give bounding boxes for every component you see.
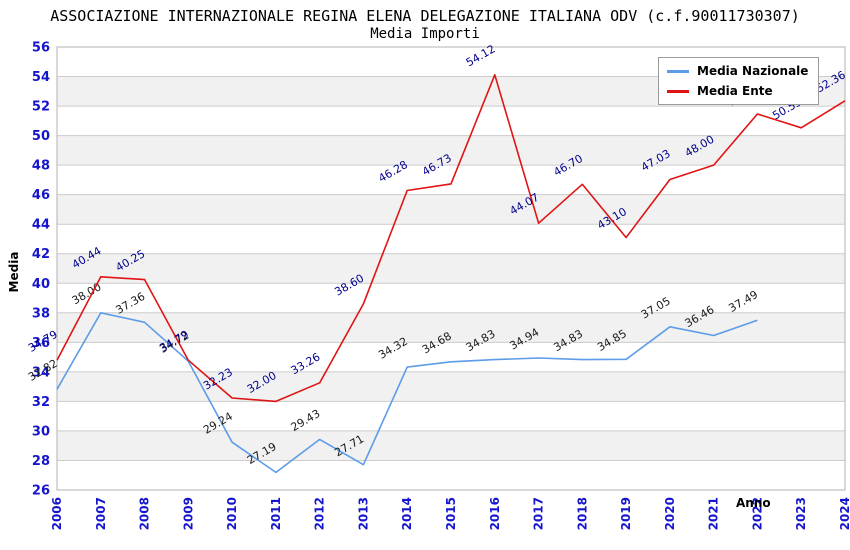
y-tick-label: 56 <box>32 41 50 56</box>
legend-swatch-media-ente <box>667 89 689 93</box>
plot-band <box>57 401 845 431</box>
x-tick-label: 2008 <box>138 497 152 530</box>
series-line-media-nazionale <box>56 311 758 474</box>
plot-band <box>57 283 845 313</box>
plot-band <box>57 253 845 284</box>
x-tick-label: 2009 <box>181 497 195 530</box>
x-tick-label: 2015 <box>444 497 458 530</box>
x-tick-label: 2018 <box>575 497 589 530</box>
y-tick-label: 54 <box>32 70 50 85</box>
y-tick-label: 52 <box>32 100 50 115</box>
plot-band <box>57 312 845 343</box>
x-tick-label: 2019 <box>619 497 633 530</box>
y-tick-label: 40 <box>32 277 50 292</box>
x-tick-label: 2011 <box>269 497 283 530</box>
plot-band <box>57 371 845 402</box>
x-tick-label: 2013 <box>356 497 370 530</box>
x-tick-label: 2022 <box>750 497 764 530</box>
x-tick-label: 2010 <box>225 497 239 530</box>
y-tick-label: 26 <box>32 484 50 499</box>
legend-swatch-media-nazionale <box>667 69 689 73</box>
plot-band <box>57 194 845 225</box>
x-axis-title: Anno <box>736 496 771 510</box>
y-tick-label: 48 <box>32 159 50 174</box>
legend: Media Nazionale Media Ente <box>658 57 820 105</box>
x-tick-label: 2007 <box>94 497 108 530</box>
plot-band <box>57 342 845 372</box>
y-tick-label: 46 <box>32 188 50 203</box>
x-tick-label: 2020 <box>663 497 677 530</box>
y-tick-label: 36 <box>32 336 50 351</box>
plot-border <box>56 46 846 491</box>
y-tick-label: 28 <box>32 454 50 469</box>
legend-item-media-nazionale: Media Nazionale <box>667 64 808 78</box>
x-tick-label: 2021 <box>707 497 721 530</box>
x-tick-label: 2006 <box>50 497 64 530</box>
y-tick-label: 42 <box>32 247 50 262</box>
y-tick-label: 30 <box>32 424 50 439</box>
plot-band <box>57 135 845 166</box>
series-line-media-ente <box>56 74 846 403</box>
x-tick-label: 2024 <box>838 497 850 530</box>
x-tick-label: 2012 <box>313 497 327 530</box>
plot-band <box>57 224 845 254</box>
plot-band <box>57 106 845 136</box>
chart-title: ASSOCIAZIONE INTERNAZIONALE REGINA ELENA… <box>50 7 800 25</box>
legend-item-media-ente: Media Ente <box>667 84 808 98</box>
x-tick-label: 2014 <box>400 497 414 530</box>
plot-band <box>57 460 845 490</box>
y-tick-label: 44 <box>32 218 50 233</box>
x-tick-label: 2017 <box>532 497 546 530</box>
x-tick-label: 2016 <box>488 497 502 530</box>
y-tick-label: 32 <box>32 395 50 410</box>
y-tick-label: 50 <box>32 129 50 144</box>
chart-subtitle: Media Importi <box>370 26 480 42</box>
plot-band <box>57 165 845 195</box>
y-tick-label: 38 <box>32 306 50 321</box>
y-tick-label: 34 <box>32 365 50 380</box>
y-axis-title: Media <box>7 251 21 293</box>
plot-band <box>57 430 845 461</box>
x-tick-label: 2023 <box>794 497 808 530</box>
legend-label: Media Nazionale <box>697 64 809 78</box>
legend-label: Media Ente <box>697 84 773 98</box>
